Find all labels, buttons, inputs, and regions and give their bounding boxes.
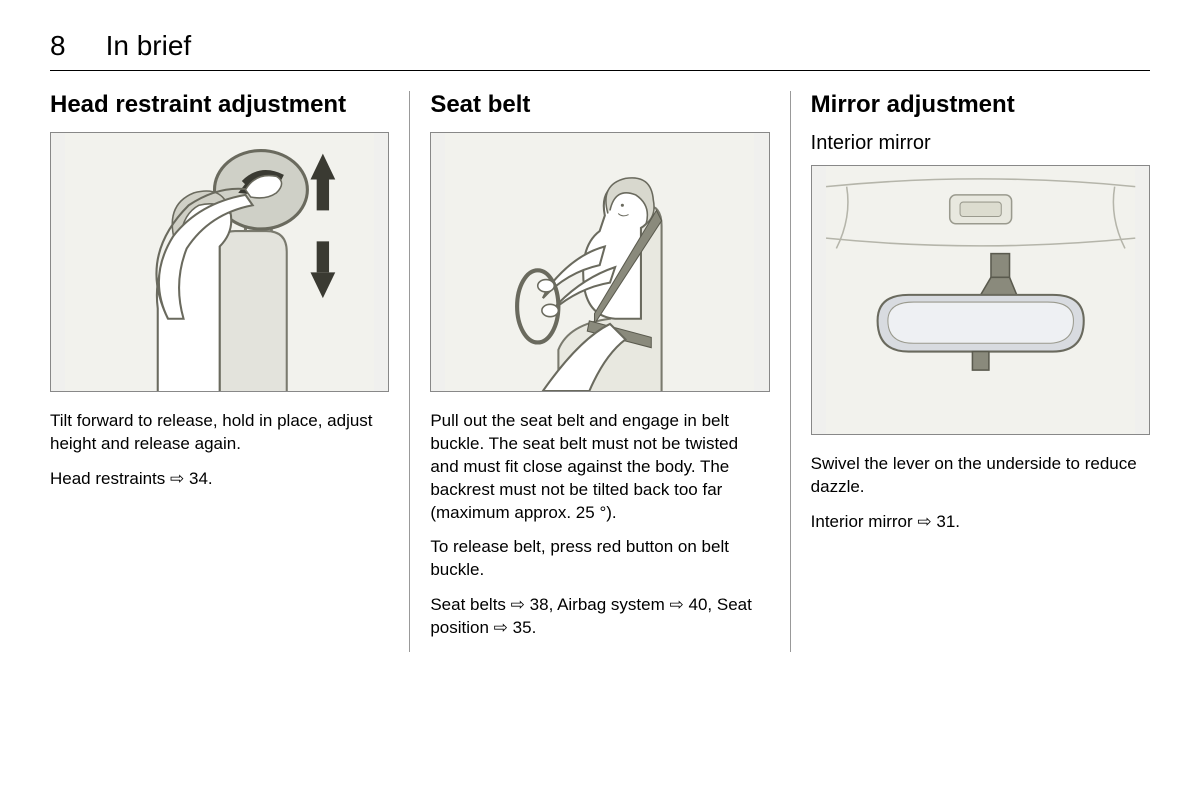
seat-belt-illustration (430, 132, 769, 392)
ref-text: Head restraints (50, 469, 170, 488)
interior-mirror-illustration (811, 165, 1150, 435)
section-title: In brief (106, 30, 192, 62)
column-seat-belt: Seat belt (409, 91, 789, 652)
reference-arrow-icon: ⇨ (670, 594, 684, 617)
reference-arrow-icon: ⇨ (917, 511, 931, 534)
ref-text: , Airbag system (549, 595, 670, 614)
ref-text: Seat belts (430, 595, 510, 614)
paragraph: Swivel the lever on the underside to red… (811, 453, 1150, 499)
columns-container: Head restraint adjustment (50, 91, 1150, 652)
ref-page: 35 (513, 618, 532, 637)
subheading-interior-mirror: Interior mirror (811, 132, 1150, 155)
heading-mirror: Mirror adjustment (811, 91, 1150, 120)
ref-text: . (955, 512, 960, 531)
ref-text: Interior mirror (811, 512, 918, 531)
paragraph: Pull out the seat belt and engage in bel… (430, 410, 769, 525)
ref-text: . (208, 469, 213, 488)
reference-line: Head restraints ⇨ 34. (50, 468, 389, 491)
page-header: 8 In brief (50, 30, 1150, 71)
heading-head-restraint: Head restraint adjustment (50, 91, 389, 120)
column-head-restraint: Head restraint adjustment (50, 91, 409, 652)
page-number: 8 (50, 30, 66, 62)
ref-page: 40 (688, 595, 707, 614)
ref-page: 38 (530, 595, 549, 614)
reference-line: Seat belts ⇨ 38, Airbag system ⇨ 40, Sea… (430, 594, 769, 640)
ref-page: 31 (936, 512, 955, 531)
heading-seat-belt: Seat belt (430, 91, 769, 120)
reference-arrow-icon: ⇨ (494, 617, 508, 640)
reference-arrow-icon: ⇨ (170, 468, 184, 491)
reference-arrow-icon: ⇨ (511, 594, 525, 617)
ref-page: 34 (189, 469, 208, 488)
paragraph: Tilt forward to release, hold in place, … (50, 410, 389, 456)
ref-text: . (532, 618, 537, 637)
reference-line: Interior mirror ⇨ 31. (811, 511, 1150, 534)
paragraph: To release belt, press red button on bel… (430, 536, 769, 582)
head-restraint-illustration (50, 132, 389, 392)
column-mirror: Mirror adjustment Interior mirror (790, 91, 1150, 652)
